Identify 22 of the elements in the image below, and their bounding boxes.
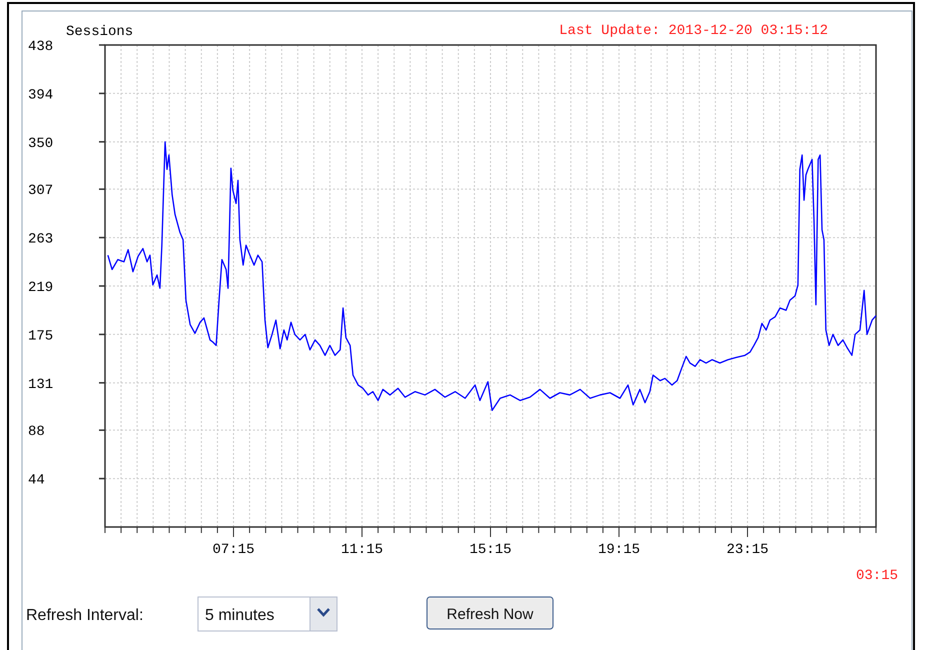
y-tick-label: 44 [28, 472, 45, 489]
y-tick-label: 88 [28, 424, 45, 440]
y-tick-label: 394 [28, 87, 54, 104]
chart-subtitle: Last Update: 2013-12-20 03:15:12 [559, 23, 828, 39]
x-tick-label: 07:15 [212, 542, 255, 558]
text: Refresh Now [446, 606, 534, 623]
x-tick-label: 19:15 [598, 542, 640, 558]
x-tick-label: 11:15 [340, 542, 384, 558]
y-tick-label: 175 [28, 328, 54, 344]
text: 5 minutes [205, 607, 274, 624]
y-axis-title: Sessions [66, 24, 134, 40]
y-tick-label: 263 [28, 232, 54, 248]
y-tick-label: 307 [28, 183, 54, 200]
y-tick-label: 219 [28, 280, 54, 296]
x-tick-label: 23:15 [726, 542, 769, 558]
y-tick-label: 350 [28, 136, 54, 152]
y-tick-label: 131 [28, 376, 54, 393]
text: Refresh Interval: [26, 607, 144, 624]
x-tick-label: 15:15 [469, 542, 512, 558]
line-series [107, 141, 877, 411]
text: 03:15 [856, 568, 898, 584]
y-tick-label: 438 [28, 39, 54, 55]
